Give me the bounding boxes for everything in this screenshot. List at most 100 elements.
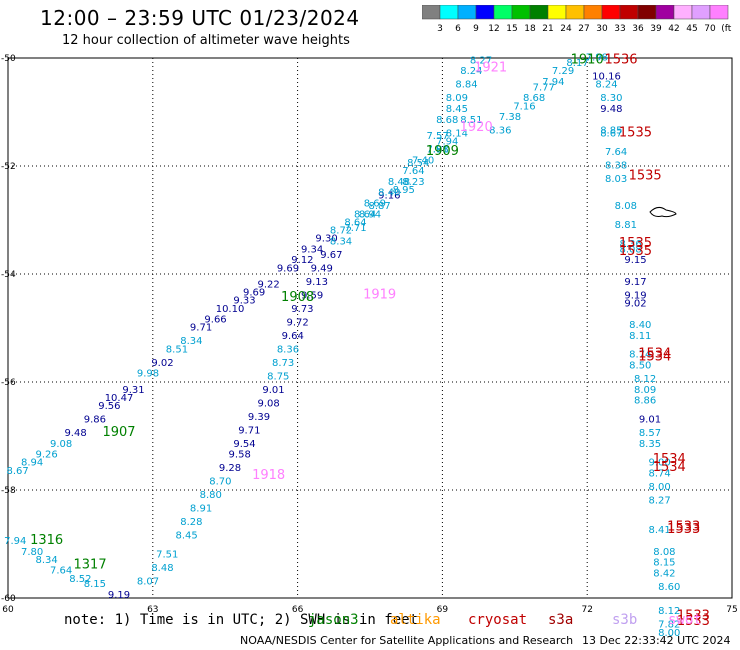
wave-height-value: 9.08 <box>50 439 72 450</box>
wave-height-value: 8.34 <box>35 555 57 566</box>
wave-height-value: 7.40 <box>412 155 434 166</box>
wave-height-value: 8.72 <box>330 226 352 237</box>
pass-time-label: 1535 <box>619 125 652 140</box>
wave-height-value: 8.51 <box>166 344 188 355</box>
wave-height-value: 10.16 <box>592 72 621 83</box>
wave-height-value: 8.60 <box>658 582 680 593</box>
satellite-legend-item: s3a <box>548 612 574 628</box>
wave-height-value: 8.70 <box>209 477 231 488</box>
wave-height-value: 9.16 <box>378 190 400 201</box>
wave-height-value: 9.66 <box>204 315 226 326</box>
colorbar-label: 33 <box>614 24 625 34</box>
wave-height-value: 8.12 <box>634 374 656 385</box>
y-tick-label: -50 <box>1 54 16 64</box>
pass-time-label: 1536 <box>604 52 637 67</box>
wave-height-value: 7.51 <box>156 550 178 561</box>
wave-height-value: 8.38 <box>605 161 627 172</box>
wave-height-value: 8.00 <box>648 482 670 493</box>
wave-height-value: 9.28 <box>219 463 241 474</box>
wave-height-value: 8.35 <box>639 439 661 450</box>
wave-height-value: 7.64 <box>605 147 627 158</box>
page-title: 12:00 – 23:59 UTC 01/23/2024 <box>40 6 360 30</box>
wave-height-value: 7.80 <box>21 547 43 558</box>
wave-height-value: 7.77 <box>533 82 555 93</box>
x-tick-label: 72 <box>581 605 592 615</box>
y-tick-label: -52 <box>1 162 16 172</box>
wave-height-value: 9.69 <box>243 288 265 299</box>
x-tick-label: 60 <box>2 605 14 615</box>
wave-height-value: 8.73 <box>272 358 294 369</box>
wave-height-value: 9.02 <box>624 298 646 309</box>
wave-height-value: 9.19 <box>624 290 646 301</box>
wave-height-value: 7.64 <box>402 166 424 177</box>
pass-time-label: 1533 <box>677 614 710 629</box>
pass-time-label: 1533 <box>667 522 700 537</box>
wave-height-value: 9.13 <box>306 277 328 288</box>
pass-time-label: 1919 <box>363 287 396 302</box>
wave-height-value: 8.14 <box>446 128 468 139</box>
wave-height-value: 9.33 <box>233 296 255 307</box>
wave-height-value: 8.94 <box>21 458 43 469</box>
pass-time-label: 1534 <box>653 452 686 467</box>
wave-height-value: 7.88 <box>426 145 448 156</box>
wave-height-value: 8.34 <box>330 236 352 247</box>
wave-height-value: 8.27 <box>648 496 670 507</box>
wave-height-value: 8.64 <box>354 209 376 220</box>
wave-height-value: 8.64 <box>344 217 366 228</box>
wave-height-value: 9.19 <box>108 590 130 601</box>
y-tick-label: -56 <box>1 378 16 388</box>
pass-time-label: 1534 <box>653 460 686 475</box>
wave-height-value: 8.94 <box>359 209 381 220</box>
wave-height-value: 8.75 <box>267 371 289 382</box>
wave-height-value: 7.98 <box>586 53 608 64</box>
colorbar-label: (ft) <box>721 24 732 34</box>
wave-height-value: 8.17 <box>566 58 588 69</box>
wave-height-value: 8.34 <box>180 336 202 347</box>
wave-height-value: 9.01 <box>639 415 661 426</box>
wave-height-value: 8.28 <box>180 517 202 528</box>
wave-height-value: 8.08 <box>653 547 675 558</box>
wave-height-value: 8.24 <box>595 80 617 91</box>
wave-height-value: 9.71 <box>190 323 212 334</box>
wave-height-value: 8.09 <box>634 385 656 396</box>
colorbar-label: 12 <box>488 24 499 34</box>
units-note: note: 1) Time is in UTC; 2) SWH is in fe… <box>64 612 419 628</box>
wave-height-value: 9.48 <box>600 104 622 115</box>
pass-time-label: 1535 <box>619 244 652 259</box>
colorbar-swatch <box>709 5 729 20</box>
wave-height-value: 7.94 <box>436 136 458 147</box>
wave-height-value: 8.68 <box>523 93 545 104</box>
wave-height-value: 8.15 <box>653 558 675 569</box>
pass-time-label: 1535 <box>629 169 662 184</box>
wave-height-value: 7.91 <box>426 145 448 156</box>
wave-height-value: 9.22 <box>258 280 280 291</box>
wave-height-value: 7.94 <box>542 77 564 88</box>
y-tick-label: -54 <box>1 270 16 280</box>
wave-height-value: 9.64 <box>282 331 304 342</box>
y-tick-label: -58 <box>1 486 16 496</box>
wave-height-value: 8.45 <box>175 531 197 542</box>
wave-height-value: 8.84 <box>455 80 477 91</box>
satellite-legend-item: cryosat <box>468 612 528 628</box>
pass-time-label: 1316 <box>30 533 63 548</box>
wave-height-value: 8.24 <box>460 66 482 77</box>
wave-height-value: 8.40 <box>378 188 400 199</box>
pass-time-label: 1921 <box>474 61 507 76</box>
wave-height-value: 8.11 <box>629 331 651 342</box>
wave-height-value: 9.02 <box>151 358 173 369</box>
x-tick-label: 69 <box>437 605 449 615</box>
wave-height-value: 9.15 <box>624 255 646 266</box>
wave-height-value: 9.98 <box>137 369 159 380</box>
wave-height-value: 9.56 <box>98 401 120 412</box>
wave-height-value: 9.17 <box>624 277 646 288</box>
wave-height-value: 9.67 <box>320 250 342 261</box>
wave-height-value: 10.10 <box>216 304 245 315</box>
wave-height-value: 7.82 <box>658 620 680 631</box>
wave-height-value: 8.81 <box>615 220 637 231</box>
colorbar-label: 70 <box>704 24 716 34</box>
wave-height-value: 7.64 <box>50 566 72 577</box>
page-subtitle: 12 hour collection of altimeter wave hei… <box>62 33 350 48</box>
wave-height-value: 8.09 <box>446 93 468 104</box>
